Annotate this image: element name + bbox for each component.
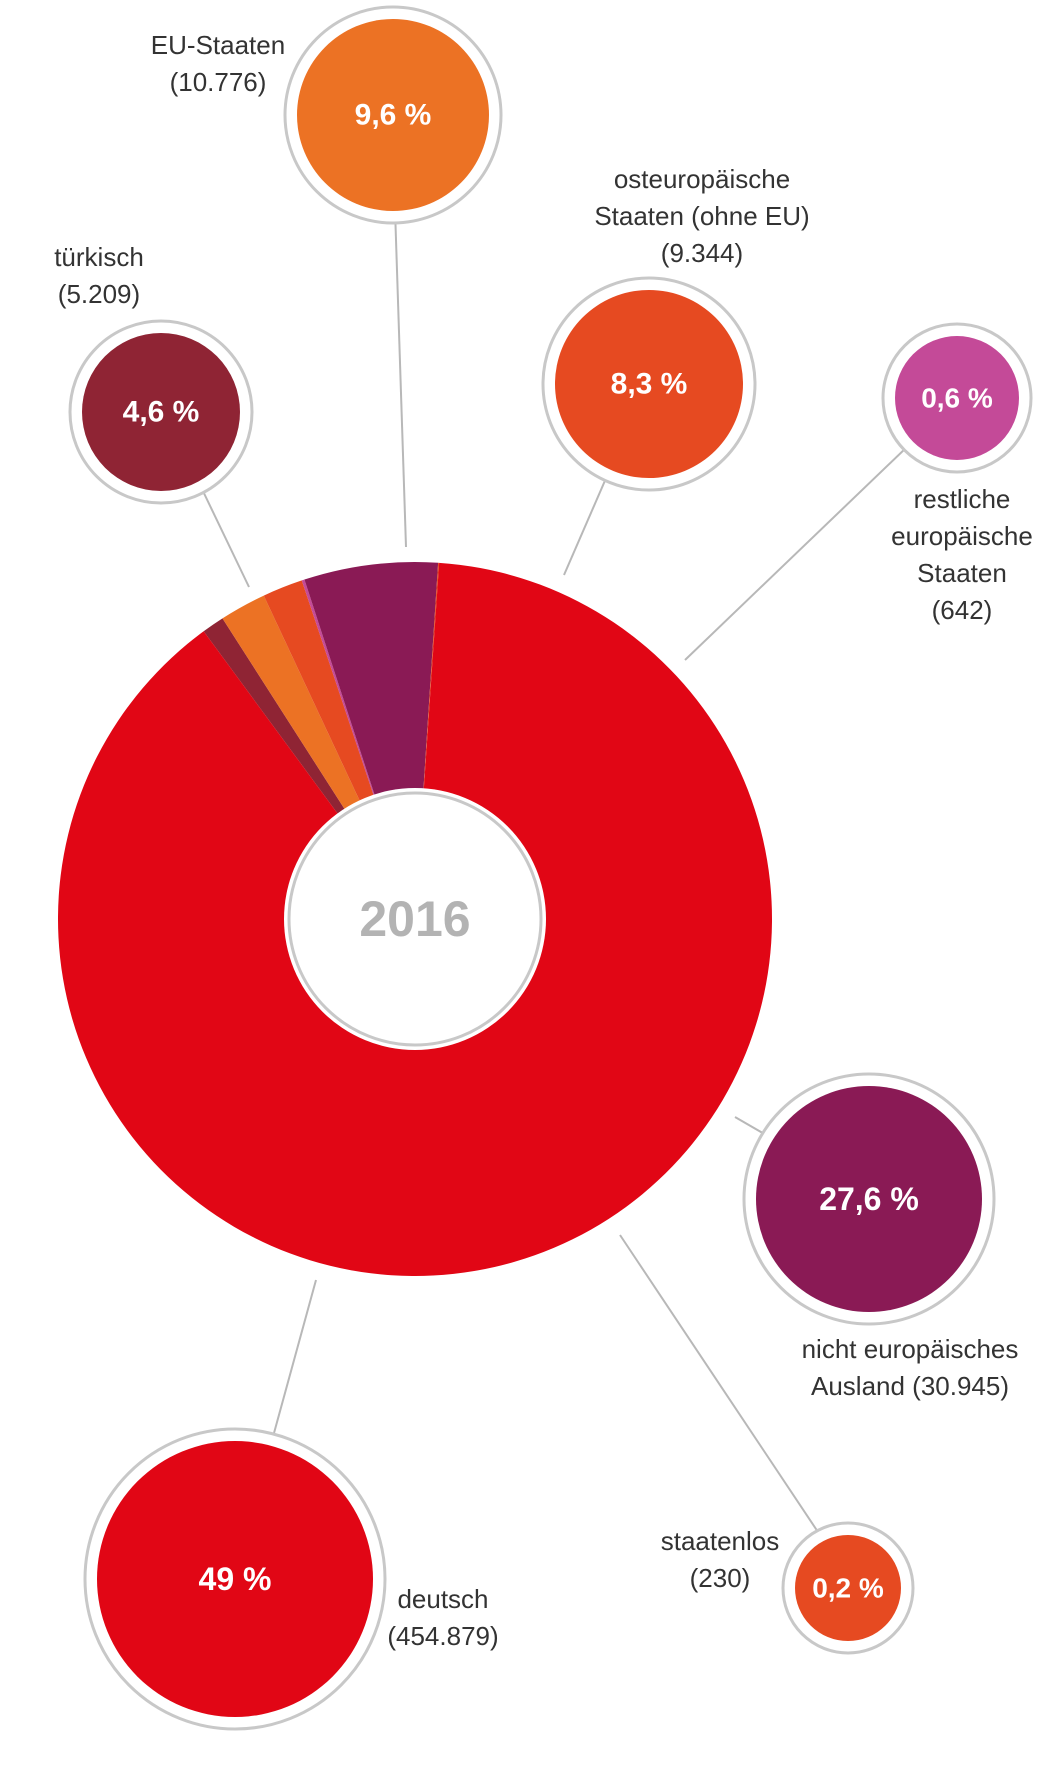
category-label-tuerkisch: türkisch (5.209) xyxy=(54,242,144,309)
category-label-line: EU-Staaten xyxy=(151,30,285,60)
category-label-nicht: nicht europäisches Ausland (30.945) xyxy=(802,1334,1019,1401)
segment-nicht xyxy=(304,562,439,805)
leader-line-eu xyxy=(394,208,407,548)
category-label-line: nicht europäisches xyxy=(802,1334,1019,1364)
category-label-staatenlos: staatenlos (230) xyxy=(661,1526,780,1593)
category-label-line: Ausland (30.945) xyxy=(811,1371,1009,1401)
bubble-eu: 9,6 % xyxy=(283,5,503,225)
category-label-line: (230) xyxy=(690,1563,751,1593)
category-label-line: europäische xyxy=(891,521,1033,551)
category-label-line: (5.209) xyxy=(58,279,140,309)
category-label-restl: restliche europäische Staaten (642) xyxy=(891,484,1033,625)
category-label-line: deutsch xyxy=(397,1584,488,1614)
percent-label-restl: 0,6 % xyxy=(921,383,993,414)
leader-line-tuerkisch xyxy=(200,486,250,588)
percent-label-eu: 9,6 % xyxy=(355,99,432,132)
category-label-line: staatenlos xyxy=(661,1526,780,1556)
percent-label-staatenlos: 0,2 % xyxy=(812,1573,884,1604)
bubble-restl: 0,6 % xyxy=(881,322,1033,474)
category-label-line: (9.344) xyxy=(661,238,743,268)
category-label-line: Staaten (ohne EU) xyxy=(594,201,809,231)
category-label-line: restliche xyxy=(914,484,1011,514)
category-label-line: türkisch xyxy=(54,242,144,272)
segment-deutsch xyxy=(58,562,773,1276)
percent-label-tuerkisch: 4,6 % xyxy=(123,396,200,429)
bubble-tuerkisch: 4,6 % xyxy=(68,319,254,505)
bubble-ost: 8,3 % xyxy=(541,276,757,492)
category-label-line: (10.776) xyxy=(170,67,267,97)
category-label-eu: EU-Staaten (10.776) xyxy=(151,30,285,97)
category-label-line: Staaten xyxy=(917,558,1007,588)
category-label-line: (642) xyxy=(932,595,993,625)
leader-line-restl xyxy=(684,445,909,661)
bubble-deutsch: 49 % xyxy=(83,1427,387,1731)
category-label-line: (454.879) xyxy=(387,1621,498,1651)
segment-restl xyxy=(301,579,378,806)
leader-line-deutsch xyxy=(270,1279,317,1445)
segment-ost xyxy=(263,580,377,811)
category-label-ost: osteuropäische Staaten (ohne EU) (9.344) xyxy=(594,164,809,268)
segment-tuerkisch xyxy=(203,618,351,823)
category-label-deutsch: deutsch (454.879) xyxy=(387,1584,498,1651)
segment-staatenlos xyxy=(422,562,440,800)
leader-line-staatenlos xyxy=(619,1234,819,1533)
category-label-line: osteuropäische xyxy=(614,164,790,194)
bubble-staatenlos: 0,2 % xyxy=(781,1521,915,1655)
segment-eu xyxy=(222,595,365,818)
percent-label-ost: 8,3 % xyxy=(611,368,688,401)
center-year-label: 2016 xyxy=(359,891,470,947)
percent-label-deutsch: 49 % xyxy=(199,1561,272,1597)
center-hole: 2016 xyxy=(284,788,546,1050)
bubble-nicht: 27,6 % xyxy=(742,1072,996,1326)
leader-line-ost xyxy=(563,475,608,576)
percent-label-nicht: 27,6 % xyxy=(819,1181,919,1217)
